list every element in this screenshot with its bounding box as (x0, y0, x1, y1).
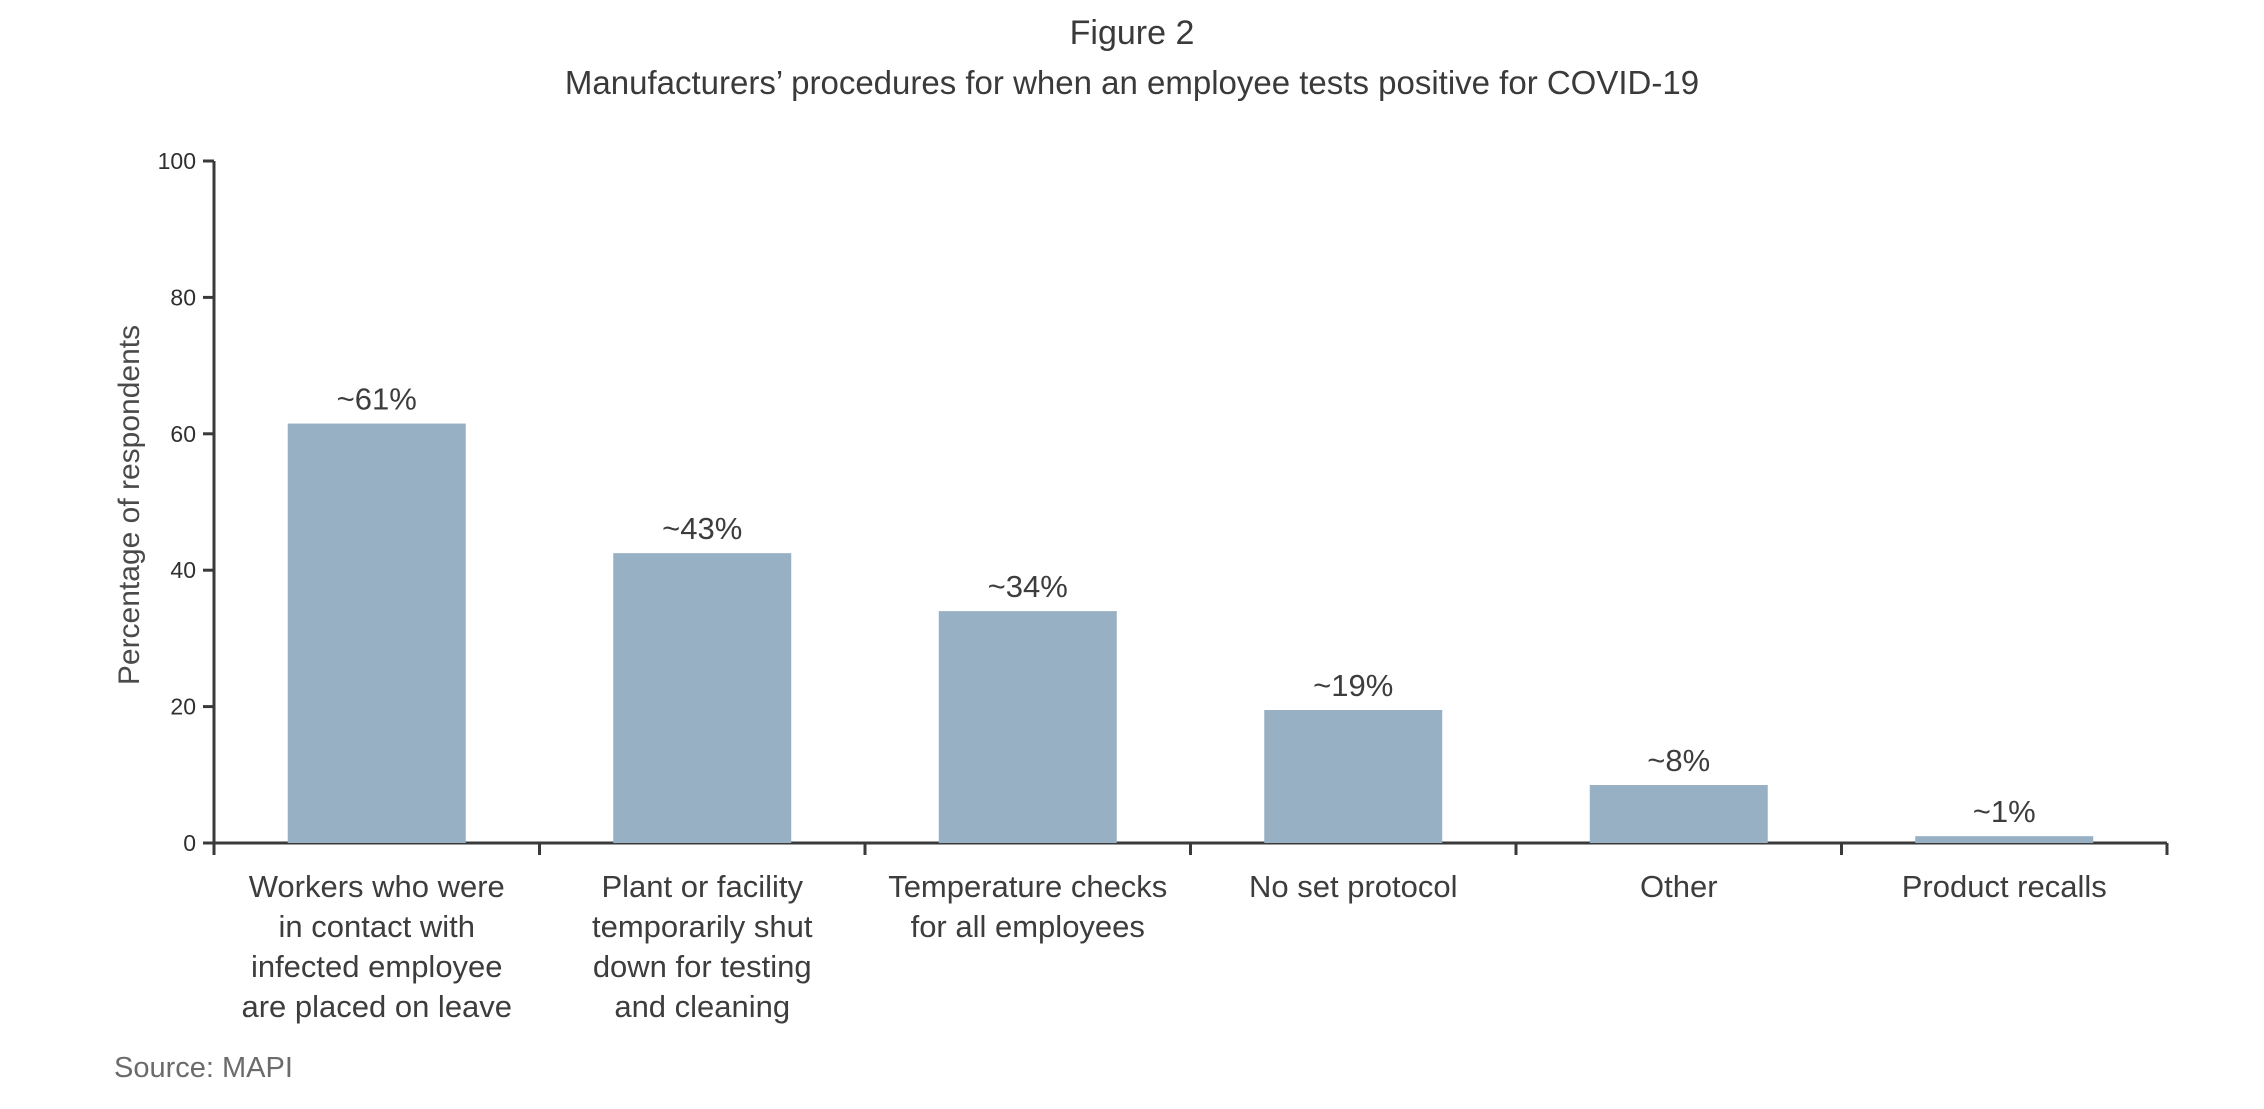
category-label: Other (1639, 869, 1718, 904)
bar (287, 423, 466, 843)
chart-title: Manufacturers’ procedures for when an em… (564, 64, 1700, 101)
bar (938, 611, 1117, 843)
y-tick-label: 40 (170, 557, 196, 583)
data-label: ~8% (1647, 743, 1710, 778)
y-tick-label: 100 (158, 148, 196, 174)
source-note: Source: MAPI (114, 1052, 293, 1084)
data-label: ~43% (662, 511, 742, 546)
category-label: Temperature checks for all employees (888, 869, 1168, 944)
y-tick-label: 80 (170, 284, 196, 310)
y-tick-label: 0 (183, 830, 196, 856)
bar (1915, 836, 2094, 843)
bar (613, 553, 792, 843)
data-label: ~61% (337, 382, 417, 417)
category-label: Workers who were in contact with infecte… (241, 869, 513, 1024)
bar (1264, 710, 1443, 843)
category-label: Plant or facility temporarily shut down … (591, 869, 813, 1024)
data-label: ~19% (1313, 668, 1393, 703)
bar (1589, 785, 1768, 843)
y-tick-label: 20 (170, 694, 196, 720)
y-axis-title: Percentage of respondents (113, 325, 146, 685)
data-label: ~34% (988, 569, 1068, 604)
category-label: Product recalls (1901, 869, 2107, 904)
figure-label: Figure 2 (1069, 14, 1195, 52)
data-label: ~1% (1973, 794, 2036, 829)
y-tick-label: 60 (170, 421, 196, 447)
category-label: No set protocol (1249, 869, 1458, 904)
